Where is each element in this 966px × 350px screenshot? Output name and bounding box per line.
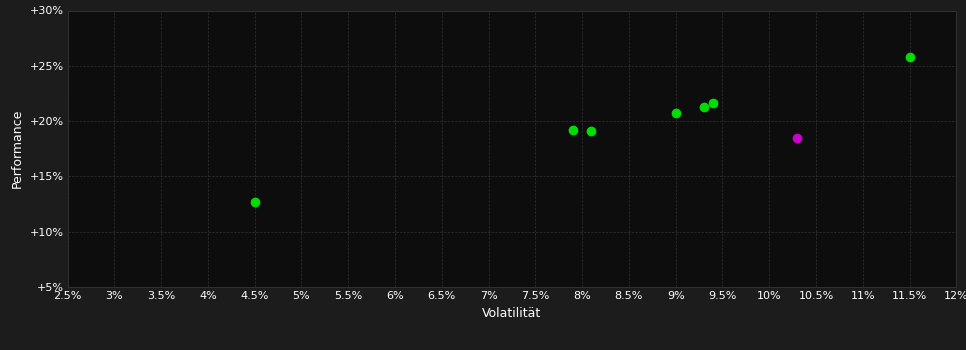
X-axis label: Volatilität: Volatilität: [482, 307, 542, 320]
Point: [902, 54, 918, 60]
Point: [565, 127, 581, 133]
Point: [668, 111, 683, 116]
Point: [247, 199, 263, 205]
Point: [583, 128, 599, 134]
Point: [696, 104, 712, 110]
Y-axis label: Performance: Performance: [11, 109, 24, 188]
Point: [789, 135, 805, 140]
Point: [705, 100, 721, 106]
